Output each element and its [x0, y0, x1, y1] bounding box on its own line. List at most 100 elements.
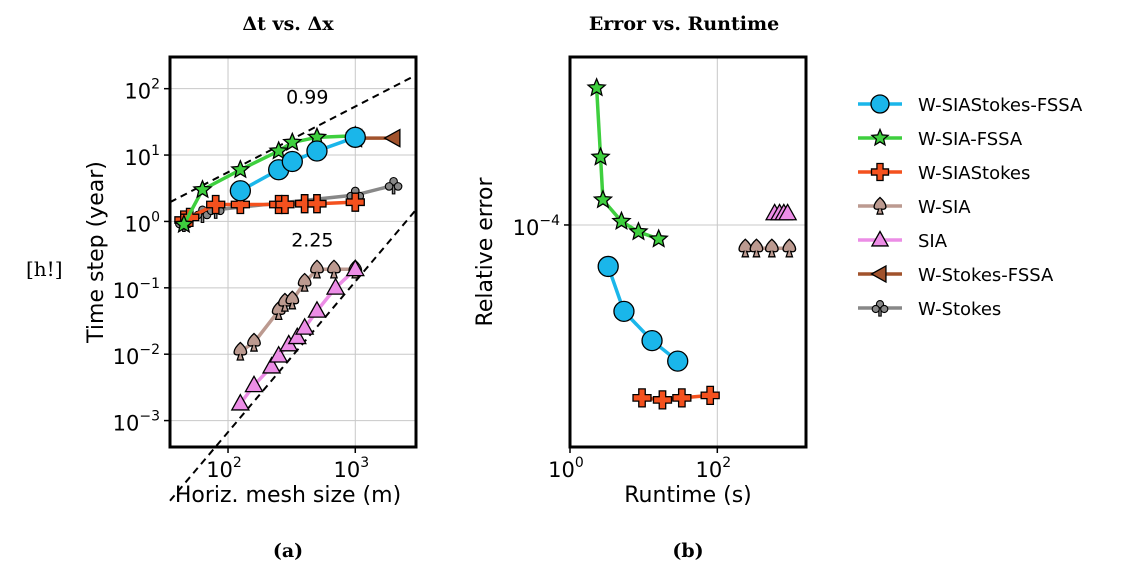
legend-entry-w-stokes: W-Stokes	[858, 299, 1001, 320]
panel-b-point-w-sia-4	[782, 238, 797, 258]
panel-b-xlabel: Runtime (s)	[624, 483, 752, 508]
legend-entry-w-sia: W-SIA	[858, 196, 971, 218]
panel-a-frame	[168, 55, 418, 449]
legend-marker-sia	[870, 230, 890, 247]
panel-b-point-w-sia-3	[764, 238, 779, 258]
legend-marker-w-siastokes-fssa	[870, 94, 890, 114]
panel-a-xtick-label-2: 102	[206, 455, 242, 482]
panel-a-grid	[170, 57, 416, 447]
panel-a-point-w-siastokes-fssa-4	[306, 140, 328, 162]
panel-b-ytick-label-4: 10−4	[513, 213, 560, 240]
panel-a-point-sia-4	[269, 345, 289, 363]
legend-entry-w-siastokes: W-SIAStokes	[858, 162, 1030, 184]
panel-b-ylabel: Relative error	[473, 177, 498, 327]
panel-a-series	[173, 125, 403, 411]
panel-a-point-sia-7	[294, 317, 315, 335]
side-note: [h!]	[26, 257, 63, 281]
panel-a-ytick-label-2: 10−2	[113, 342, 160, 369]
panel-a-point-sia-2	[244, 374, 264, 393]
panel-a-point-w-stokes-5	[384, 176, 403, 195]
legend-label-w-stokes: W-Stokes	[918, 299, 1001, 320]
panel-a-subtitle: (a)	[273, 540, 303, 562]
panel-a-point-w-siastokes-3	[206, 194, 226, 215]
panel-a-point-w-sia-fssa-4	[268, 140, 289, 160]
panel-a-point-sia-9	[325, 277, 346, 295]
panel-a-slope-label-1: 0.99	[286, 86, 328, 108]
panel-b-point-w-sia-fssa-2	[590, 146, 611, 166]
panel-a-point-w-sia-7	[310, 259, 324, 279]
panel-b-point-w-siastokes-fssa-1	[597, 255, 619, 278]
panel-a-series-sia	[230, 258, 365, 411]
panel-a-point-w-sia-fssa-5	[282, 131, 303, 152]
legend-entry-sia: SIA	[858, 230, 948, 252]
panel-a-xlabel: Horiz. mesh size (m)	[175, 483, 401, 508]
panel-b-series-w-sia	[738, 238, 797, 258]
panel-a-point-w-sia-1	[233, 341, 248, 361]
panel-a-reference-lines: 0.99 2.25	[169, 74, 417, 502]
panel-a-point-sia-3	[261, 356, 282, 374]
panel-a-point-w-siastokes-2	[180, 207, 200, 228]
panel-b-line-w-siastokes	[641, 393, 711, 402]
panel-a-series-w-sia-fssa	[173, 125, 366, 234]
legend-marker-w-sia	[873, 196, 887, 215]
panel-a-ytick-label-2: 102	[124, 77, 160, 104]
panel-a-point-w-siastokes-fssa-1	[229, 180, 252, 202]
panel-b-point-w-siastokes-fssa-3	[641, 329, 663, 352]
panel-b-point-w-siastokes-2	[652, 390, 673, 410]
panel-b: Error vs. Runtime 100 102 10−4 Runtime (s)…	[473, 13, 808, 562]
panel-a-point-w-siastokes-6	[275, 194, 295, 215]
panel-b-point-w-sia-fssa-1	[586, 77, 607, 97]
panel-a-point-w-sia-fssa-1	[173, 213, 195, 234]
panel-a-point-w-siastokes-8	[307, 194, 327, 214]
panel-a-point-sia-1	[230, 393, 251, 411]
panel-a-point-w-siastokes-fssa-5	[344, 126, 366, 148]
panel-b-series-sia	[764, 203, 798, 221]
panel-a-reference-line-2	[169, 209, 417, 502]
legend-marker-w-stokes	[871, 300, 889, 317]
panel-a-ytick-label-1: 10−1	[113, 276, 160, 303]
panel-b-xtick-label-2: 102	[695, 455, 731, 482]
panel-a-ytick-label-3: 10−3	[113, 409, 160, 436]
panel-b-series-w-siastokes-fssa	[597, 255, 689, 372]
legend-label-w-siastokes-fssa: W-SIAStokes-FSSA	[918, 95, 1083, 116]
legend-marker-w-siastokes	[870, 162, 890, 182]
panel-a-point-w-sia-5	[285, 290, 300, 310]
panel-a-ytick-label-1: 101	[124, 143, 160, 170]
panel-a-point-w-sia-8	[327, 259, 341, 279]
panel-a-ylabel: Time step (year)	[84, 161, 109, 344]
panel-b-frame	[568, 55, 808, 449]
legend: W-SIAStokes-FSSA W-SIA-FSSA W-SIAStokes W-S…	[858, 94, 1083, 320]
panel-b-title: Error vs. Runtime	[589, 13, 779, 35]
legend-label-w-sia: W-SIA	[918, 197, 971, 218]
panel-a: Δt vs. Δx 0.99 2.25 102 103 10−3 10−2 10−1 100…	[84, 13, 418, 562]
legend-entry-w-siastokes-fssa: W-SIAStokes-FSSA	[858, 94, 1083, 116]
legend-marker-w-stokes-fssa	[870, 264, 887, 284]
panel-a-point-w-siastokes-4	[230, 194, 251, 215]
panel-a-point-w-siastokes-fssa-3	[281, 150, 303, 173]
panel-b-point-w-siastokes-1	[632, 388, 652, 408]
panel-b-point-w-siastokes-4	[700, 385, 720, 406]
panel-b-series-w-sia-fssa	[586, 77, 669, 248]
panel-b-point-w-siastokes-fssa-2	[613, 300, 635, 323]
panel-b-point-w-sia-fssa-4	[611, 210, 632, 231]
panel-a-point-w-sia-6	[297, 272, 312, 292]
legend-entry-w-stokes-fssa: W-Stokes-FSSA	[858, 264, 1054, 286]
panel-a-point-w-sia-fssa-3	[230, 159, 251, 179]
panel-a-point-sia-6	[287, 326, 307, 345]
panel-a-xtick-label-3: 103	[333, 455, 369, 482]
panel-b-point-w-sia-fssa-5	[628, 221, 649, 241]
legend-marker-w-sia-fssa	[870, 127, 890, 147]
panel-a-point-w-sia-fssa-2	[192, 179, 213, 199]
legend-label-sia: SIA	[918, 231, 948, 252]
panel-b-point-sia-4	[777, 203, 798, 221]
legend-label-w-siastokes: W-SIAStokes	[918, 163, 1030, 184]
panel-a-point-sia-8	[307, 300, 327, 318]
panel-a-point-sia-10	[345, 258, 365, 277]
panel-a-series-w-sia	[233, 259, 363, 361]
panel-b-point-w-sia-2	[749, 238, 764, 258]
panel-b-point-w-siastokes-fssa-4	[667, 350, 689, 372]
panel-a-ytick-label-0: 100	[124, 209, 160, 236]
panel-a-series-w-siastokes-fssa	[229, 126, 366, 202]
panel-a-point-w-siastokes-9	[345, 192, 365, 212]
